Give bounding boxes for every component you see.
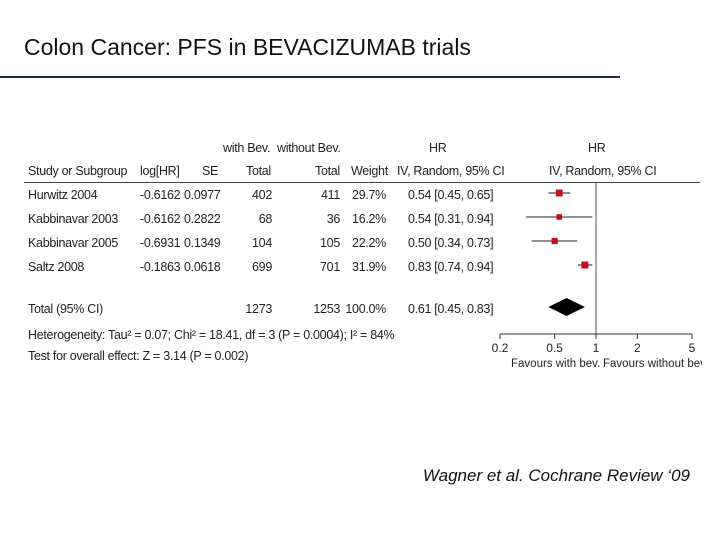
group-header-hr-right: HR bbox=[588, 141, 606, 155]
row-hr-ci: 0.54 [0.31, 0.94] bbox=[408, 212, 494, 226]
x-label-favours-with-bev: Favours with bev. bbox=[511, 358, 600, 370]
col-header-loghr: log[HR] bbox=[140, 164, 180, 178]
row-total-with: 104 bbox=[252, 236, 272, 250]
col-header-total-with: Total bbox=[246, 164, 271, 178]
row-weight: 22.2% bbox=[352, 236, 386, 250]
row-se: 0.0618 bbox=[184, 260, 221, 274]
row-loghr: -0.1863 bbox=[140, 260, 181, 274]
study-point bbox=[556, 214, 563, 220]
total-weight: 100.0% bbox=[345, 302, 386, 316]
row-total-without: 36 bbox=[326, 212, 341, 226]
total-with: 1273 bbox=[245, 302, 272, 316]
row-weight: 29.7% bbox=[352, 188, 386, 202]
row-study: Kabbinavar 2003 bbox=[28, 212, 119, 226]
row-se: 0.1349 bbox=[184, 236, 221, 250]
row-loghr: -0.6162 bbox=[140, 188, 181, 202]
row-study: Kabbinavar 2005 bbox=[28, 236, 119, 250]
forest-plot-table: with Bev. without Bev. HR HR Study or Su… bbox=[22, 135, 702, 380]
col-header-weight: Weight bbox=[351, 164, 388, 178]
col-header-plot: IV, Random, 95% CI bbox=[549, 164, 657, 178]
x-tick-label: 5 bbox=[689, 341, 696, 355]
row-hr-ci: 0.83 [0.74, 0.94] bbox=[408, 260, 494, 274]
row-total-without: 701 bbox=[320, 260, 340, 274]
study-point bbox=[555, 189, 563, 197]
row-loghr: -0.6162 bbox=[140, 212, 181, 226]
title-underline bbox=[0, 76, 620, 78]
study-point bbox=[551, 237, 558, 245]
group-header-hr-left: HR bbox=[429, 141, 447, 155]
row-total-with: 402 bbox=[252, 188, 272, 202]
row-total-with: 699 bbox=[252, 260, 272, 274]
total-hr-ci: 0.61 [0.45, 0.83] bbox=[408, 302, 494, 316]
x-tick-label: 2 bbox=[634, 341, 641, 355]
group-header-with-bev: with Bev. bbox=[223, 141, 271, 155]
x-label-favours-without-bev: Favours without bev. bbox=[603, 358, 702, 370]
row-loghr: -0.6931 bbox=[140, 236, 181, 250]
col-header-se: SE bbox=[202, 164, 219, 178]
row-study: Saltz 2008 bbox=[28, 260, 85, 274]
x-tick-label: 0.2 bbox=[492, 341, 509, 355]
row-hr-ci: 0.50 [0.34, 0.73] bbox=[408, 236, 494, 250]
total-label: Total (95% CI) bbox=[28, 302, 103, 316]
row-se: 0.2822 bbox=[184, 212, 221, 226]
row-total-without: 105 bbox=[320, 236, 340, 250]
row-weight: 16.2% bbox=[352, 212, 386, 226]
total-without: 1253 bbox=[313, 302, 340, 316]
row-total-with: 68 bbox=[258, 212, 273, 226]
citation: Wagner et al. Cochrane Review ‘09 bbox=[422, 466, 690, 485]
row-weight: 31.9% bbox=[352, 260, 386, 274]
row-total-without: 411 bbox=[320, 188, 340, 202]
x-tick-label: 0.5 bbox=[546, 341, 563, 355]
study-point bbox=[581, 261, 589, 269]
header-rule bbox=[24, 182, 700, 183]
group-header-without-bev: without Bev. bbox=[277, 141, 341, 155]
x-tick-label: 1 bbox=[593, 341, 600, 355]
col-header-total-without: Total bbox=[315, 164, 340, 178]
row-study: Hurwitz 2004 bbox=[28, 188, 98, 202]
row-hr-ci: 0.54 [0.45, 0.65] bbox=[408, 188, 494, 202]
overall-effect-stats: Test for overall effect: Z = 3.14 (P = 0… bbox=[28, 349, 249, 363]
col-header-study: Study or Subgroup bbox=[28, 164, 128, 178]
slide-title: Colon Cancer: PFS in BEVACIZUMAB trials bbox=[24, 34, 471, 60]
row-se: 0.0977 bbox=[184, 188, 221, 202]
forest-plot: 0.2 0.5 1 2 5 Favours with bev. Favours withou… bbox=[492, 183, 702, 370]
heterogeneity-stats: Heterogeneity: Tau² = 0.07; Chi² = 18.41… bbox=[28, 328, 395, 342]
col-header-hr-ci: IV, Random, 95% CI bbox=[397, 164, 505, 178]
pooled-diamond bbox=[548, 298, 585, 316]
